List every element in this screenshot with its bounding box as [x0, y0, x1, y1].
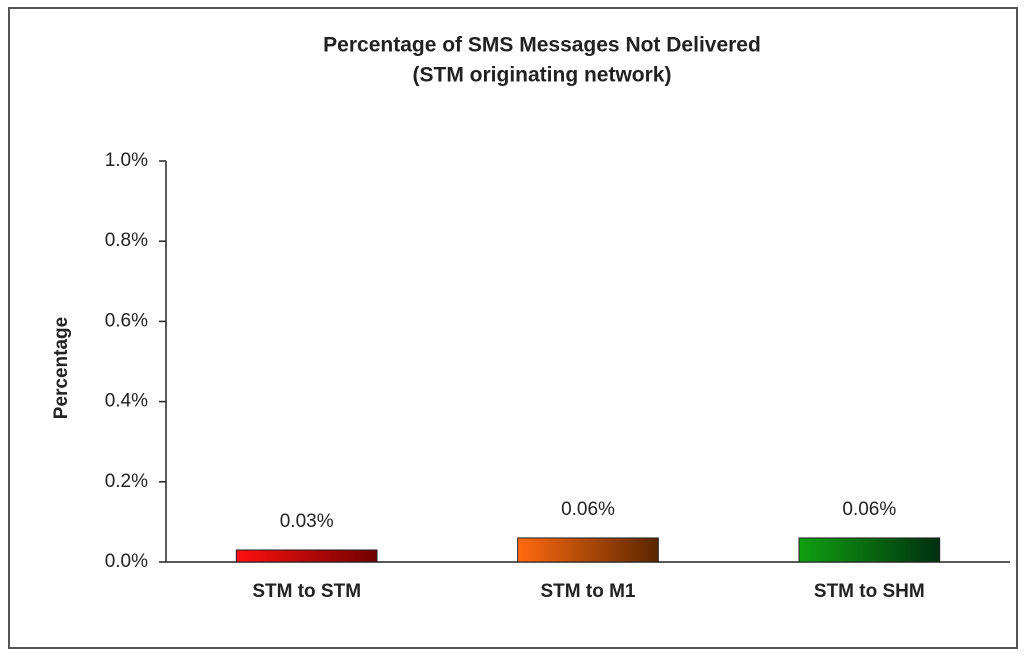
data-label: 0.06% — [561, 499, 615, 520]
y-tick-label: 0.6% — [105, 310, 148, 331]
bar — [798, 537, 941, 563]
data-label: 0.06% — [842, 499, 896, 520]
data-label: 0.03% — [280, 511, 334, 532]
y-axis-label: Percentage — [51, 317, 72, 419]
y-tick-label: 0.2% — [105, 471, 148, 492]
chart-title: Percentage of SMS Messages Not Delivered — [323, 34, 761, 57]
chart-subtitle: (STM originating network) — [413, 64, 672, 87]
bar — [235, 549, 378, 563]
x-tick-label: STM to SHM — [814, 581, 925, 602]
x-tick-label: STM to STM — [252, 581, 361, 602]
y-tick-label: 0.8% — [105, 230, 148, 251]
bar — [517, 537, 659, 563]
y-tick-label: 0.0% — [105, 551, 148, 572]
y-tick-label: 0.4% — [105, 391, 148, 412]
y-tick-label: 1.0% — [105, 150, 148, 171]
x-tick-label: STM to M1 — [541, 581, 636, 602]
